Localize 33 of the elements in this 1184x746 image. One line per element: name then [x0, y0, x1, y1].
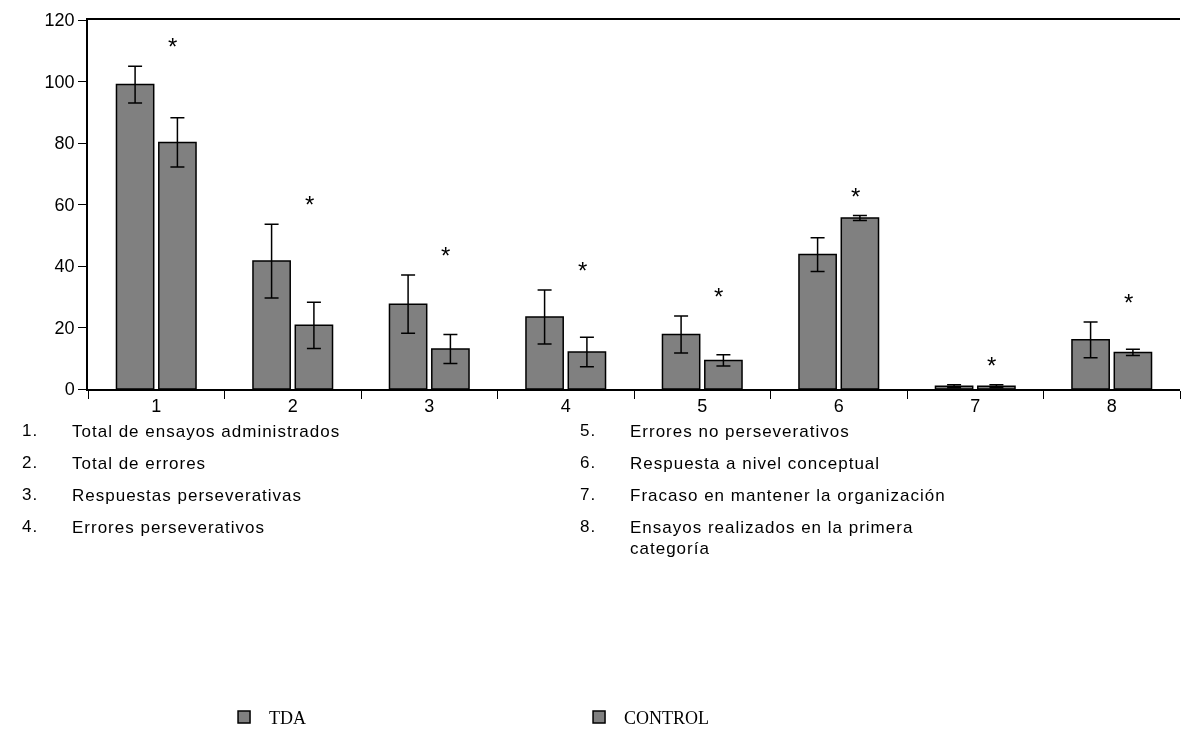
y-tick-label: 100 — [44, 71, 75, 92]
text: 4. Errores perseverativos — [22, 517, 266, 537]
text: 1. Total de ensayos administrados — [22, 421, 341, 441]
annotation: * — [714, 283, 724, 310]
x-tick-label: 7 — [970, 396, 981, 417]
legend-label: CONTROL — [624, 708, 710, 729]
annotation: * — [1124, 289, 1134, 316]
y-tick-label: 120 — [44, 10, 75, 31]
text: 3. Respuestas perseverativas — [22, 485, 303, 505]
x-tick-label: 5 — [697, 396, 708, 417]
annotation: * — [441, 242, 451, 269]
annotation: * — [168, 33, 178, 60]
x-tick-label: 2 — [287, 396, 298, 417]
text: 7. Fracaso en mantener la organización — [580, 485, 946, 505]
text: 8. Ensayos realizados en la primera categoría — [580, 517, 914, 558]
annotation: * — [851, 183, 861, 210]
legend-label: TDA — [269, 708, 307, 729]
text: 6. Respuesta a nivel conceptual — [580, 453, 881, 473]
x-tick-label: 8 — [1106, 396, 1117, 417]
y-tick-label: 80 — [54, 133, 75, 154]
y-tick-label: 20 — [54, 317, 75, 338]
y-tick-label: 40 — [54, 256, 75, 277]
y-tick-label: 0 — [64, 379, 75, 400]
x-tick-label: 4 — [560, 396, 571, 417]
annotation: * — [987, 352, 997, 379]
x-tick-label: 1 — [151, 396, 162, 417]
y-tick-label: 60 — [54, 194, 75, 215]
text: 5. Errores no perseverativos — [580, 421, 850, 441]
text: 2. Total de errores — [22, 453, 207, 473]
x-tick-label: 3 — [424, 396, 435, 417]
annotation: * — [305, 191, 315, 218]
x-tick-label: 6 — [833, 396, 844, 417]
annotation: * — [578, 257, 588, 284]
